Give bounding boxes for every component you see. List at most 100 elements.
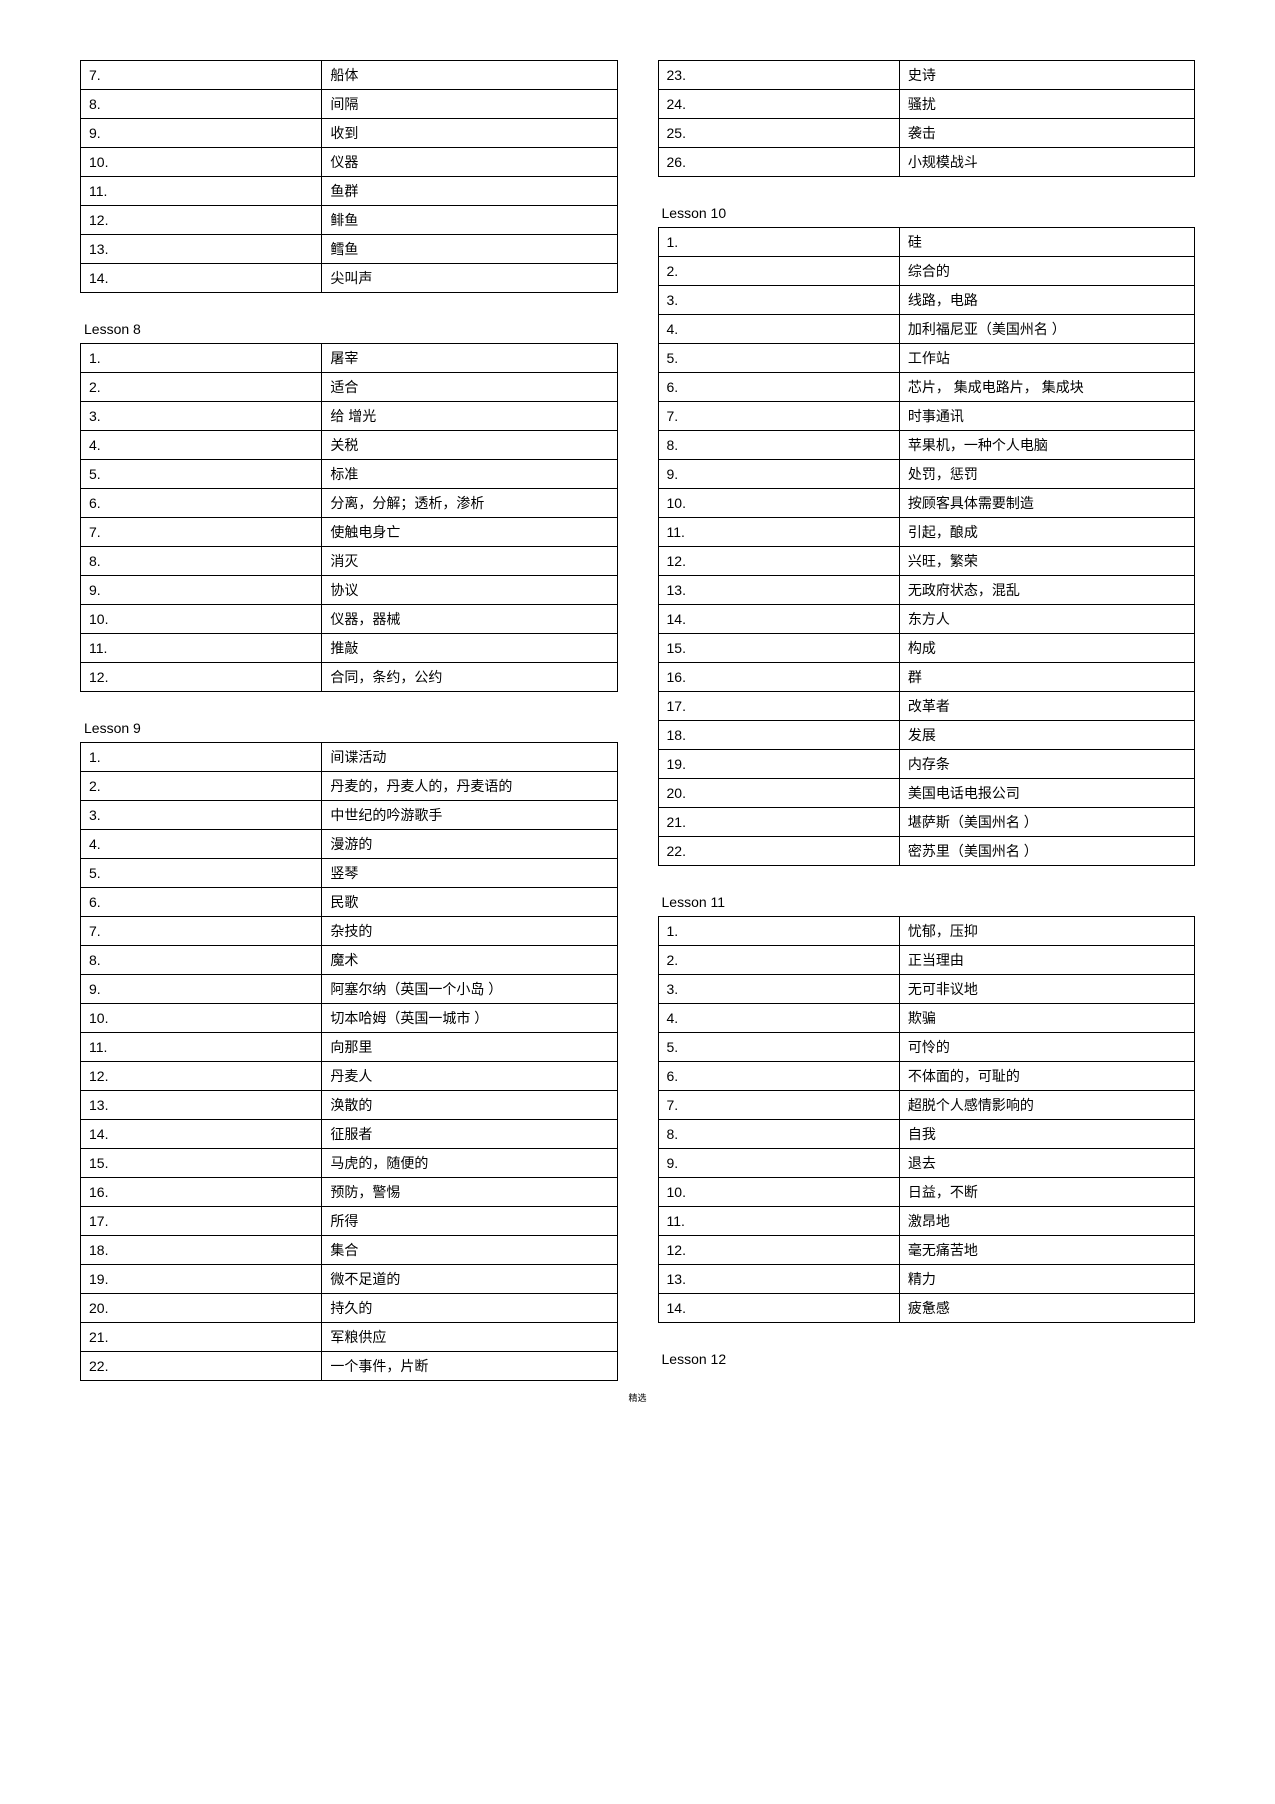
table-row: 2.丹麦的，丹麦人的，丹麦语的 xyxy=(81,772,618,801)
table-row: 1.硅 xyxy=(658,228,1195,257)
row-definition: 漫游的 xyxy=(322,830,617,859)
table-row: 22.一个事件，片断 xyxy=(81,1352,618,1381)
row-number: 8. xyxy=(81,90,322,119)
row-definition: 船体 xyxy=(322,61,617,90)
row-definition: 正当理由 xyxy=(899,946,1194,975)
row-number: 16. xyxy=(81,1178,322,1207)
row-definition: 无可非议地 xyxy=(899,975,1194,1004)
row-number: 6. xyxy=(81,489,322,518)
lesson-title: Lesson 9 xyxy=(84,720,618,736)
table-row: 12.鲱鱼 xyxy=(81,206,618,235)
row-definition: 魔术 xyxy=(322,946,617,975)
table-row: 9.阿塞尔纳（英国一个小岛 ） xyxy=(81,975,618,1004)
row-definition: 军粮供应 xyxy=(322,1323,617,1352)
row-definition: 欺骗 xyxy=(899,1004,1194,1033)
row-number: 3. xyxy=(658,975,899,1004)
row-number: 13. xyxy=(658,1265,899,1294)
table-row: 17.改革者 xyxy=(658,692,1195,721)
table-row: 14.征服者 xyxy=(81,1120,618,1149)
table-row: 21.堪萨斯（美国州名 ） xyxy=(658,808,1195,837)
table-row: 19.内存条 xyxy=(658,750,1195,779)
row-number: 1. xyxy=(658,917,899,946)
row-definition: 袭击 xyxy=(899,119,1194,148)
row-definition: 中世纪的吟游歌手 xyxy=(322,801,617,830)
table-row: 2.综合的 xyxy=(658,257,1195,286)
row-definition: 民歌 xyxy=(322,888,617,917)
vocab-table: 1.间谍活动2.丹麦的，丹麦人的，丹麦语的3.中世纪的吟游歌手4.漫游的5.竖琴… xyxy=(80,742,618,1381)
row-definition: 标准 xyxy=(322,460,617,489)
row-number: 10. xyxy=(81,1004,322,1033)
table-row: 9.退去 xyxy=(658,1149,1195,1178)
row-number: 15. xyxy=(81,1149,322,1178)
row-definition: 激昂地 xyxy=(899,1207,1194,1236)
row-number: 9. xyxy=(81,119,322,148)
row-number: 2. xyxy=(658,257,899,286)
table-row: 6.不体面的，可耻的 xyxy=(658,1062,1195,1091)
row-number: 3. xyxy=(658,286,899,315)
row-number: 12. xyxy=(81,663,322,692)
row-definition: 按顾客具体需要制造 xyxy=(899,489,1194,518)
row-definition: 引起，酿成 xyxy=(899,518,1194,547)
row-number: 5. xyxy=(658,344,899,373)
row-number: 18. xyxy=(658,721,899,750)
row-number: 8. xyxy=(81,946,322,975)
table-row: 23.史诗 xyxy=(658,61,1195,90)
table-row: 4.关税 xyxy=(81,431,618,460)
table-row: 1.间谍活动 xyxy=(81,743,618,772)
row-definition: 分离，分解；透析，渗析 xyxy=(322,489,617,518)
table-row: 11.激昂地 xyxy=(658,1207,1195,1236)
table-row: 3.给 增光 xyxy=(81,402,618,431)
row-definition: 史诗 xyxy=(899,61,1194,90)
table-row: 20.美国电话电报公司 xyxy=(658,779,1195,808)
lesson-title: Lesson 10 xyxy=(662,205,1196,221)
row-number: 2. xyxy=(81,373,322,402)
table-row: 22.密苏里（美国州名 ） xyxy=(658,837,1195,866)
row-definition: 使触电身亡 xyxy=(322,518,617,547)
row-definition: 兴旺，繁荣 xyxy=(899,547,1194,576)
row-definition: 仪器，器械 xyxy=(322,605,617,634)
table-row: 8.间隔 xyxy=(81,90,618,119)
row-number: 6. xyxy=(81,888,322,917)
row-number: 22. xyxy=(81,1352,322,1381)
row-number: 5. xyxy=(81,460,322,489)
row-number: 12. xyxy=(658,547,899,576)
table-row: 11.向那里 xyxy=(81,1033,618,1062)
row-definition: 集合 xyxy=(322,1236,617,1265)
row-definition: 竖琴 xyxy=(322,859,617,888)
table-row: 8.自我 xyxy=(658,1120,1195,1149)
table-row: 25.袭击 xyxy=(658,119,1195,148)
table-row: 18.集合 xyxy=(81,1236,618,1265)
row-number: 26. xyxy=(658,148,899,177)
row-number: 4. xyxy=(658,1004,899,1033)
row-definition: 日益，不断 xyxy=(899,1178,1194,1207)
row-number: 25. xyxy=(658,119,899,148)
row-definition: 微不足道的 xyxy=(322,1265,617,1294)
lesson-title: Lesson 11 xyxy=(662,894,1196,910)
table-row: 4.漫游的 xyxy=(81,830,618,859)
row-definition: 仪器 xyxy=(322,148,617,177)
table-row: 5.竖琴 xyxy=(81,859,618,888)
table-row: 6.民歌 xyxy=(81,888,618,917)
row-number: 13. xyxy=(81,1091,322,1120)
table-row: 11.推敲 xyxy=(81,634,618,663)
row-number: 14. xyxy=(81,1120,322,1149)
page-footer: 精选 xyxy=(80,1391,1195,1404)
row-definition: 群 xyxy=(899,663,1194,692)
row-number: 8. xyxy=(658,1120,899,1149)
row-number: 1. xyxy=(81,344,322,373)
row-number: 4. xyxy=(81,830,322,859)
table-row: 12.合同，条约，公约 xyxy=(81,663,618,692)
row-definition: 硅 xyxy=(899,228,1194,257)
row-definition: 内存条 xyxy=(899,750,1194,779)
table-row: 6.芯片， 集成电路片， 集成块 xyxy=(658,373,1195,402)
row-number: 8. xyxy=(81,547,322,576)
table-row: 18.发展 xyxy=(658,721,1195,750)
row-number: 14. xyxy=(658,1294,899,1323)
vocab-table: 1.忧郁，压抑2.正当理由3.无可非议地4.欺骗5.可怜的6.不体面的，可耻的7… xyxy=(658,916,1196,1323)
table-row: 12.兴旺，繁荣 xyxy=(658,547,1195,576)
row-number: 7. xyxy=(81,917,322,946)
table-row: 21.军粮供应 xyxy=(81,1323,618,1352)
row-definition: 合同，条约，公约 xyxy=(322,663,617,692)
row-definition: 间隔 xyxy=(322,90,617,119)
table-row: 9.协议 xyxy=(81,576,618,605)
